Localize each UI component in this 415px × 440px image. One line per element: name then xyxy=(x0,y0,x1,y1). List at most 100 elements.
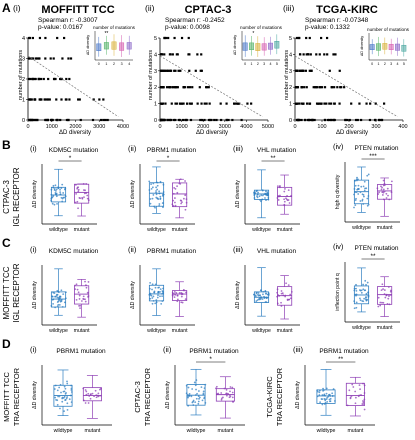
data-point xyxy=(94,389,97,392)
data-point xyxy=(331,392,334,395)
inset-x-tick-label: 2 xyxy=(257,62,259,66)
data-point xyxy=(343,86,346,89)
panel-title: KDM5C mutation xyxy=(49,147,99,154)
data-point xyxy=(326,400,329,403)
x-tick-label: 1000 xyxy=(175,124,187,130)
x-tick-label: 1000 xyxy=(46,124,58,130)
data-point xyxy=(261,298,264,300)
data-point xyxy=(355,283,357,286)
x-tick-label: mutant xyxy=(172,227,188,233)
data-point xyxy=(31,57,35,60)
data-point xyxy=(46,118,49,122)
data-point xyxy=(79,307,81,310)
inset-y-label: ΔD diversity xyxy=(233,35,237,55)
data-point xyxy=(362,382,364,385)
data-point xyxy=(256,299,259,301)
data-point xyxy=(63,385,66,388)
data-point xyxy=(313,118,316,122)
data-point xyxy=(360,291,363,294)
panel-a-i: (i) MOFFITT TCC Spearman r: -0.3007 p-va… xyxy=(13,3,136,136)
data-point xyxy=(354,293,357,296)
data-point xyxy=(198,86,201,89)
inset-x-tick-label: 5 xyxy=(403,62,405,66)
data-point xyxy=(156,188,159,191)
boxplot-panel: (iv) PTEN mutation high q diversity wildtyp… xyxy=(333,142,400,231)
data-point xyxy=(172,204,175,207)
data-point xyxy=(92,98,95,101)
data-point xyxy=(384,296,387,299)
boxplot-panel: (i) KDM5C mutation ΔD diversity wildtype mut… xyxy=(30,144,99,233)
data-point xyxy=(350,395,353,398)
data-point xyxy=(172,86,175,89)
inset-x-tick-label: 3 xyxy=(390,62,392,66)
data-point xyxy=(186,102,189,105)
data-point xyxy=(389,289,392,292)
data-point xyxy=(290,290,293,293)
data-point xyxy=(174,86,177,89)
data-point xyxy=(327,118,331,122)
data-point xyxy=(42,77,45,81)
data-point xyxy=(334,400,336,402)
data-point xyxy=(52,184,55,187)
data-point xyxy=(355,178,358,181)
data-point xyxy=(349,397,352,400)
data-point xyxy=(298,102,301,105)
data-point xyxy=(33,118,37,122)
data-point xyxy=(176,185,178,188)
data-point xyxy=(362,203,365,205)
data-point xyxy=(379,304,382,307)
data-point xyxy=(257,292,260,294)
data-point xyxy=(308,118,312,122)
data-point xyxy=(282,294,285,297)
data-point xyxy=(377,305,380,308)
data-point xyxy=(325,398,328,401)
data-point xyxy=(175,102,178,105)
data-point xyxy=(54,295,57,298)
y-axis-label: ΔD diversity xyxy=(130,281,136,309)
data-point xyxy=(231,386,234,389)
data-point xyxy=(89,393,92,396)
data-point xyxy=(344,118,347,122)
data-point xyxy=(324,394,327,397)
data-point xyxy=(79,118,82,122)
data-point xyxy=(368,118,372,122)
data-point xyxy=(159,288,162,291)
data-point xyxy=(67,57,70,60)
data-point xyxy=(85,390,88,393)
data-point xyxy=(175,53,178,56)
data-point xyxy=(204,383,207,386)
data-point xyxy=(154,283,157,286)
data-point xyxy=(82,183,85,185)
data-point xyxy=(180,301,183,304)
data-point xyxy=(256,195,258,198)
row-side-label: TRA RECEPTOR xyxy=(143,367,152,426)
data-point xyxy=(235,102,238,105)
data-point xyxy=(59,191,62,194)
data-point xyxy=(388,303,391,306)
data-point xyxy=(61,396,64,399)
data-point xyxy=(155,196,158,199)
data-point xyxy=(164,36,167,40)
data-point xyxy=(158,190,161,193)
data-point xyxy=(185,384,188,387)
stat-r: Spearman r: -0.07348 xyxy=(305,17,369,24)
data-point xyxy=(176,300,179,303)
inset-title: number of mutations xyxy=(93,25,136,30)
data-point xyxy=(266,191,269,193)
data-point xyxy=(362,401,365,404)
inset-x-tick-label: 3 xyxy=(263,62,265,66)
inset-significance: ** xyxy=(104,31,108,37)
data-point xyxy=(161,202,164,204)
data-point xyxy=(59,77,62,81)
data-point xyxy=(95,394,98,397)
data-point xyxy=(58,386,61,389)
data-point xyxy=(34,77,37,81)
data-point xyxy=(175,291,178,294)
box xyxy=(345,382,365,406)
significance-marker: *** xyxy=(369,153,377,160)
data-point xyxy=(323,403,326,405)
data-point xyxy=(380,185,382,188)
data-point xyxy=(363,384,366,387)
data-point xyxy=(225,118,228,122)
